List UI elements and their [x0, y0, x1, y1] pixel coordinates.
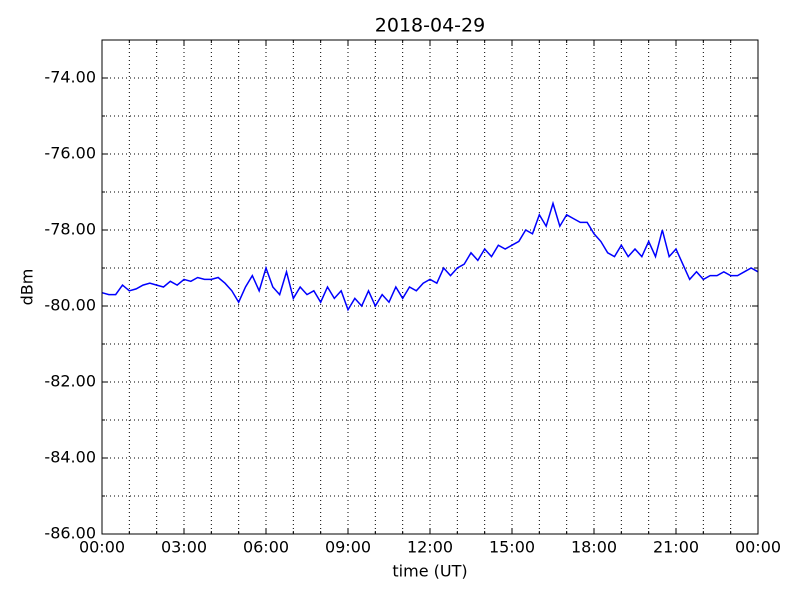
- y-axis-label: dBm: [18, 269, 37, 306]
- x-tick-label: 18:00: [571, 538, 617, 557]
- y-tick-label: -80.00: [44, 296, 96, 315]
- y-tick-label: -76.00: [44, 144, 96, 163]
- plot-frame: [101, 39, 759, 535]
- data-line: [101, 200, 759, 312]
- x-axis-label: time (UT): [392, 562, 467, 581]
- chart-title: 2018-04-29: [375, 15, 485, 37]
- x-tick-label: 15:00: [489, 538, 535, 557]
- y-tick-label: -78.00: [44, 220, 96, 239]
- x-tick-label: 21:00: [653, 538, 699, 557]
- x-tick-label: 09:00: [325, 538, 371, 557]
- x-tick-label: 03:00: [161, 538, 207, 557]
- x-tick-label: 00:00: [735, 538, 781, 557]
- y-tick-label: -74.00: [44, 68, 96, 87]
- x-tick-label: 00:00: [79, 538, 125, 557]
- x-tick-label: 06:00: [243, 538, 289, 557]
- y-tick-label: -86.00: [44, 524, 96, 543]
- y-tick-label: -82.00: [44, 372, 96, 391]
- y-tick-label: -84.00: [44, 448, 96, 467]
- x-tick-label: 12:00: [407, 538, 453, 557]
